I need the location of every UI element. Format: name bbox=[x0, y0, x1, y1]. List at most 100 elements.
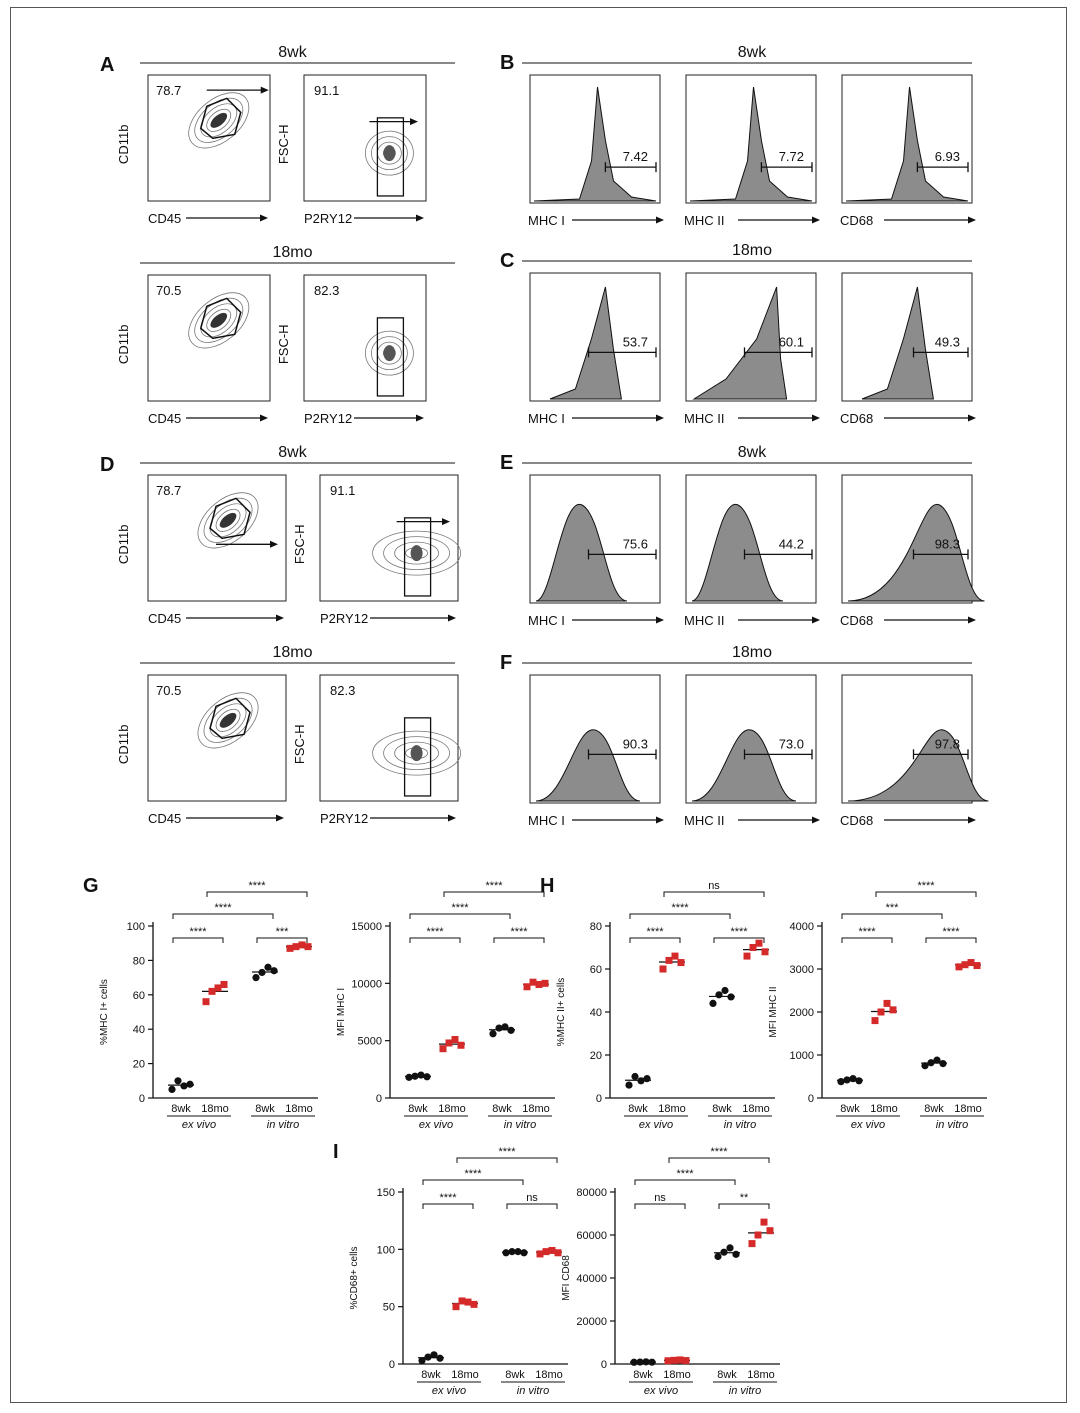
plot-I2-bracket bbox=[634, 1203, 686, 1209]
panel-E-hist0-xarrow-head bbox=[656, 616, 664, 624]
plot-I1-point-8wk bbox=[430, 1351, 438, 1359]
plot-H1-group-label: 8wk bbox=[628, 1103, 648, 1115]
plot-I1-bracket-label: **** bbox=[439, 1192, 457, 1204]
panel-A-top-gate1 bbox=[199, 97, 242, 140]
plot-H1-exvivo-label: ex vivo bbox=[639, 1119, 673, 1131]
plot-H2-bracket bbox=[875, 891, 977, 897]
panel-C-hist2-frame bbox=[841, 272, 973, 402]
plot-H2-exvivo-label: ex vivo bbox=[851, 1119, 885, 1131]
plot-I1-point-8wk bbox=[514, 1248, 522, 1256]
plot-I1-point-18mo bbox=[542, 1248, 550, 1256]
plot-H1-point-18mo bbox=[659, 965, 667, 973]
plot-G2-point-8wk bbox=[507, 1026, 515, 1034]
plot-H2-bracket bbox=[925, 937, 977, 943]
panel-D-top-xarrow1-head bbox=[276, 614, 284, 622]
panel-A-top-contour2 bbox=[364, 130, 414, 176]
panel-D-top-pct1: 78.7 bbox=[156, 483, 181, 498]
plot-I2-ytick-label: 60000 bbox=[576, 1230, 607, 1242]
plot-G1-bracket-label: **** bbox=[248, 880, 266, 892]
panel-B-letter: B bbox=[500, 52, 514, 74]
panel-A-top-ylabel2: FSC-H bbox=[276, 124, 291, 164]
plot-H2-bracket bbox=[841, 937, 893, 943]
plot-I2-group-label: 8wk bbox=[717, 1369, 737, 1381]
plot-I2-exvivo-label: ex vivo bbox=[644, 1385, 678, 1397]
panel-A-top-contour1 bbox=[188, 92, 250, 149]
plot-G2-point-18mo bbox=[541, 979, 549, 987]
plot-I2-point-18mo bbox=[766, 1227, 774, 1235]
panel-F-hist0-xlabel: MHC I bbox=[528, 813, 565, 828]
panel-D-bottom-contour2 bbox=[372, 730, 462, 776]
plot-G1-point-8wk bbox=[180, 1082, 188, 1090]
plot-I1-point-8wk bbox=[508, 1248, 516, 1256]
plot-G2-point-8wk bbox=[495, 1024, 503, 1032]
plot-H2-point-8wk bbox=[849, 1075, 857, 1083]
plot-H1-bracket-label: ns bbox=[708, 880, 720, 892]
panel-D-bottom-contour2 bbox=[394, 741, 440, 765]
plot-H2-point-18mo bbox=[961, 961, 969, 969]
plot-G1-point-18mo bbox=[202, 998, 210, 1006]
plot-I1-point-8wk bbox=[418, 1356, 426, 1365]
panel-A-bottom-pct1: 70.5 bbox=[156, 283, 181, 298]
plot-H2-point-18mo bbox=[973, 962, 981, 970]
plot-G2-ylabel: MFI MHC I bbox=[336, 988, 347, 1036]
plot-H2-point-8wk bbox=[843, 1076, 851, 1084]
plot-H1-point-8wk bbox=[727, 993, 735, 1001]
plot-G1-group-label: 18mo bbox=[285, 1103, 313, 1115]
plot-G1-point-18mo bbox=[208, 987, 216, 995]
panel-A-top-gate2 bbox=[376, 117, 405, 197]
panel-D-top-plot2-frame bbox=[319, 474, 459, 602]
panel-C-hist2-xlabel: CD68 bbox=[840, 411, 873, 426]
plot-H1-bracket-label: **** bbox=[730, 926, 748, 938]
plot-H1-point-8wk bbox=[643, 1075, 651, 1083]
plot-H1-group-label: 18mo bbox=[658, 1103, 686, 1115]
panel-D-bottom-ylabel2: FSC-H bbox=[292, 724, 307, 764]
plot-H1-point-18mo bbox=[749, 944, 757, 951]
plot-G2-bracket bbox=[409, 937, 461, 943]
panel-E-hist1-xlabel: MHC II bbox=[684, 613, 724, 628]
plot-I1-point-8wk bbox=[436, 1354, 444, 1362]
plot-H1-point-18mo bbox=[761, 948, 769, 956]
plot-I2-point-8wk bbox=[714, 1252, 722, 1261]
panel-D-bottom-contour1 bbox=[215, 708, 241, 732]
plot-I2-group-label: 8wk bbox=[633, 1369, 653, 1381]
plot-H1-point-18mo bbox=[677, 959, 685, 967]
panel-F-hist2-frame bbox=[841, 674, 973, 804]
panel-A-bottom-ylabel1: CD11b bbox=[116, 325, 131, 365]
panel-D-bottom-title: 18mo bbox=[272, 644, 312, 661]
plot-G1-group-label: 18mo bbox=[201, 1103, 229, 1115]
plot-I2-point-18mo bbox=[760, 1218, 768, 1226]
plot-I2-point-8wk bbox=[732, 1250, 740, 1258]
panel-C-hist2-curve bbox=[861, 286, 934, 400]
panel-D-top-contour1-core bbox=[219, 512, 237, 528]
plot-I1-point-18mo bbox=[554, 1249, 562, 1257]
panel-D-top-pct2: 91.1 bbox=[330, 483, 355, 498]
panel-E-hist0-frame bbox=[529, 474, 661, 604]
panel-B-hist2-curve bbox=[845, 86, 969, 202]
panel-D-bottom-pct2: 82.3 bbox=[330, 683, 355, 698]
plot-H1-ytick-label: 60 bbox=[590, 964, 602, 976]
plot-G2-ytick-label: 15000 bbox=[351, 921, 382, 933]
plot-G1-bracket bbox=[172, 937, 224, 943]
plot-H1-bracket bbox=[629, 937, 681, 943]
plot-I2-point-8wk bbox=[630, 1358, 638, 1366]
plot-I1-ytick-label: 0 bbox=[389, 1359, 395, 1371]
plot-G2-point-8wk bbox=[501, 1023, 509, 1031]
panel-E-hist2-xarrow-head bbox=[968, 616, 976, 624]
panel-A-top-contour2 bbox=[370, 136, 408, 171]
plot-I2-bracket-label: ns bbox=[654, 1192, 666, 1204]
plot-I2-point-8wk bbox=[648, 1358, 656, 1366]
plot-I2-bracket bbox=[718, 1203, 770, 1209]
panel-E-hist2-xlabel: CD68 bbox=[840, 613, 873, 628]
panel-A-top-title: 8wk bbox=[278, 44, 307, 61]
plot-G2-bracket bbox=[409, 913, 511, 919]
plot-G1-ytick-label: 80 bbox=[133, 955, 145, 967]
plot-G2-point-8wk bbox=[417, 1071, 425, 1079]
panel-D-top-contour1 bbox=[197, 492, 259, 549]
plot-G2-point-18mo bbox=[439, 1045, 447, 1053]
panel-E-hist1-curve bbox=[691, 504, 784, 602]
panel-A-bottom-gate2 bbox=[376, 317, 405, 397]
plot-I2-point-8wk bbox=[636, 1358, 644, 1366]
panel-B-hist2-xarrow-head bbox=[968, 216, 976, 224]
plot-I2-point-18mo bbox=[748, 1240, 756, 1248]
plot-G2-bracket bbox=[443, 891, 545, 897]
